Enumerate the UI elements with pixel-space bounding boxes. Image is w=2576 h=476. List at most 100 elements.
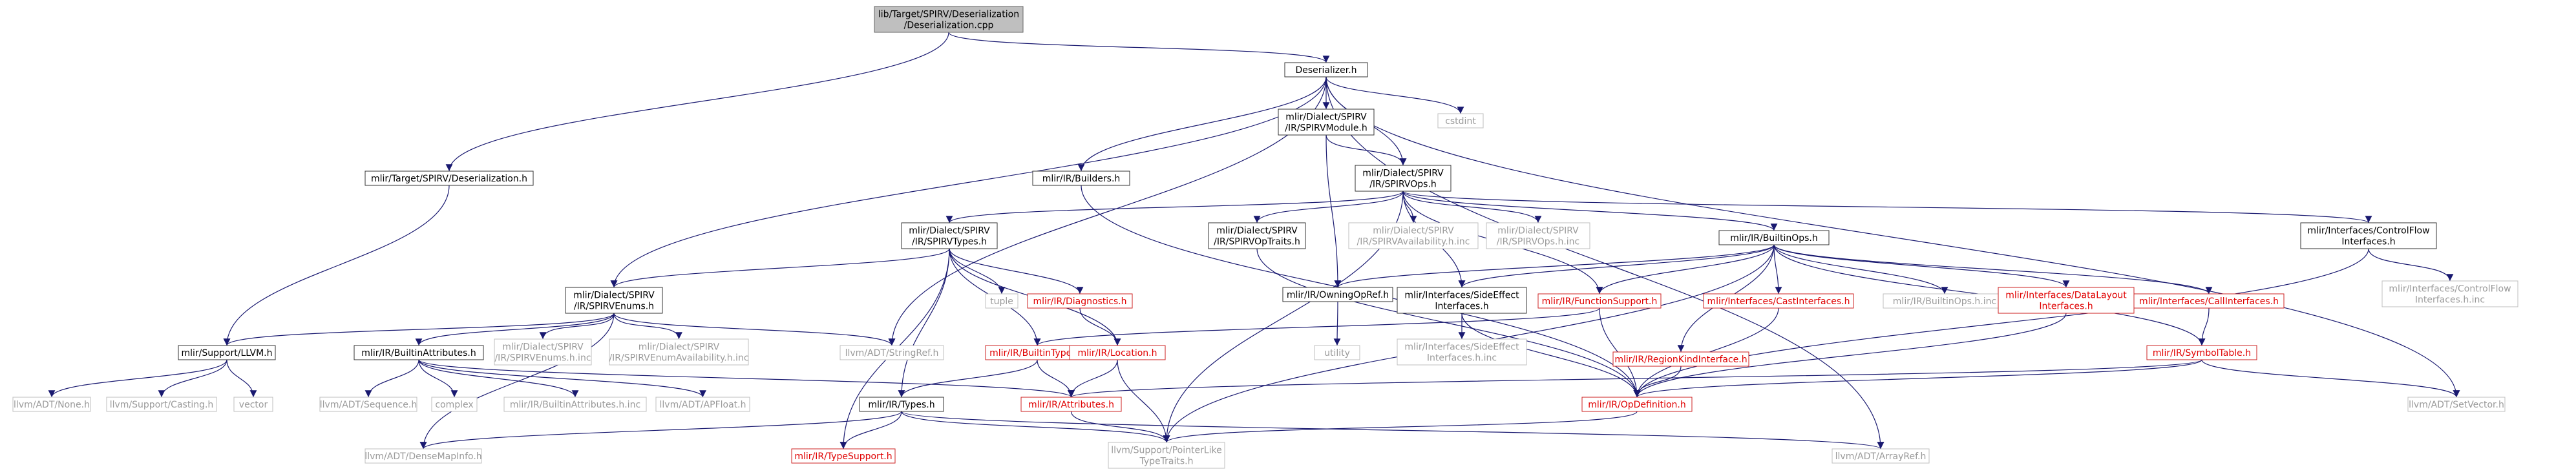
node-label-line: mlir/IR/Attributes.h [1028, 400, 1114, 410]
node-box [1284, 62, 1368, 78]
node-label-line: mlir/IR/BuiltinAttributes.h.inc [510, 400, 640, 410]
node-type-support[interactable]: mlir/IR/TypeSupport.h [791, 448, 896, 464]
edge-builtin_ops-to-cast_interfaces [1773, 244, 1782, 295]
node-label-line: mlir/IR/RegionKindInterface.h [1614, 355, 1747, 365]
node-builtin-ops[interactable]: mlir/IR/BuiltinOps.h [1718, 230, 1830, 245]
node-box [364, 171, 534, 186]
edge-spirv_types-to-ir_types [898, 248, 950, 398]
node-attributes[interactable]: mlir/IR/Attributes.h [1020, 397, 1122, 412]
node-box [1108, 442, 1225, 469]
node-box [354, 345, 484, 360]
node-box [1703, 293, 1854, 309]
node-box [1208, 222, 1306, 249]
node-builtin-types[interactable]: mlir/IR/BuiltinTypes.h [985, 345, 1090, 360]
node-label-line: mlir/IR/Types.h [868, 400, 934, 410]
node-support-llvm[interactable]: mlir/Support/LLVM.h [178, 345, 276, 360]
node-label-line: cstdint [1445, 116, 1476, 127]
node-label-line: mlir/Dialect/SPIRV [1285, 112, 1367, 123]
node-spirv-types[interactable]: mlir/Dialect/SPIRV/IR/SPIRVTypes.h [901, 222, 998, 249]
node-label-line: llvm/Support/Casting.h [110, 400, 214, 410]
node-box [2146, 345, 2257, 360]
node-label-line: vector [239, 400, 268, 410]
node-label-line: /Deserialization.cpp [904, 21, 994, 31]
node-label-line: llvm/ADT/StringRef.h [845, 348, 939, 358]
edge-spirv_ops-to-builtin_ops [1402, 191, 1778, 231]
node-label-line: mlir/IR/FunctionSupport.h [1542, 296, 1658, 307]
node-label-line: Interfaces.h [1435, 302, 1488, 312]
edge-call_interfaces-to-symbol_table [2198, 307, 2210, 346]
node-label-line: mlir/Interfaces/SideEffect [1404, 342, 1519, 353]
edge-root-to-target_deser [445, 32, 949, 172]
node-label-line: /IR/SPIRVOpTraits.h [1214, 237, 1300, 247]
node-symbol-table[interactable]: mlir/IR/SymbolTable.h [2146, 345, 2257, 360]
edge-symbol_table-to-op_definition [1633, 359, 2202, 398]
node-label-line: mlir/Support/LLVM.h [182, 348, 273, 358]
edge-spirv_ops-to-controlflow [1402, 191, 2372, 223]
node-cast-interfaces[interactable]: mlir/Interfaces/CastInterfaces.h [1703, 293, 1854, 309]
node-box [565, 287, 663, 314]
node-label-line: tuple [990, 296, 1013, 307]
node-owning-op-ref[interactable]: mlir/IR/OwningOpRef.h [1282, 287, 1393, 302]
graph-nodes: lib/Target/SPIRV/Deserialization/Deseria… [12, 6, 2518, 469]
edge-controlflow-to-op_definition [1633, 248, 2369, 398]
node-location[interactable]: mlir/IR/Location.h [1069, 345, 1166, 360]
node-deser-h[interactable]: Deserializer.h [1284, 62, 1368, 78]
node-label-line: mlir/IR/OpDefinition.h [1588, 400, 1685, 410]
node-builtin-attrs[interactable]: mlir/IR/BuiltinAttributes.h [354, 345, 484, 360]
node-label-line: Deserializer.h [1295, 65, 1357, 76]
node-label-line: mlir/Interfaces/DataLayout [2005, 291, 2127, 301]
node-target-deser[interactable]: mlir/Target/SPIRV/Deserialization.h [364, 171, 534, 186]
node-label-line: mlir/IR/SymbolTable.h [2153, 348, 2251, 358]
edge-builtin_attrs-to-apfloat [418, 359, 706, 398]
node-spirv-module[interactable]: mlir/Dialect/SPIRV/IR/SPIRVModule.h [1278, 109, 1375, 136]
node-label-line: mlir/IR/BuiltinTypes.h [989, 348, 1085, 358]
node-box [1397, 287, 1527, 314]
node-label-line: mlir/Dialect/SPIRV [1216, 226, 1298, 236]
node-label-line: mlir/Interfaces/CastInterfaces.h [1707, 296, 1850, 307]
node-label-line: /IR/SPIRVOps.h.inc [1497, 237, 1579, 247]
node-region-kind[interactable]: mlir/IR/RegionKindInterface.h [1612, 351, 1749, 367]
node-box [178, 345, 276, 360]
node-label-line: TypeTraits.h [1139, 457, 1194, 467]
node-box [494, 338, 592, 366]
node-box [1437, 113, 1484, 129]
node-diagnostics[interactable]: mlir/IR/Diagnostics.h [1027, 293, 1133, 309]
node-box [1069, 345, 1166, 360]
node-label-line: mlir/IR/BuiltinOps.h.inc [1893, 296, 1996, 307]
edge-op_definition-to-pointerlike [1163, 411, 1638, 443]
edge-spirv_enums-to-stringref [613, 313, 896, 346]
node-spirv-ops[interactable]: mlir/Dialect/SPIRV/IR/SPIRVOps.h [1355, 165, 1452, 192]
node-label-line: mlir/Dialect/SPIRV [909, 226, 990, 236]
node-label-line: mlir/Dialect/SPIRV [639, 342, 720, 353]
edge-deser_h-to-arrayref [1325, 76, 1884, 450]
node-ir-types[interactable]: mlir/IR/Types.h [859, 397, 944, 412]
node-box [233, 397, 273, 412]
edge-target_deser-to-support_llvm [223, 185, 450, 346]
node-spirv-avail-inc: mlir/Dialect/SPIRV/IR/SPIRVAvailability.… [1348, 222, 1479, 249]
node-call-interfaces[interactable]: mlir/Interfaces/CallInterfaces.h [2133, 293, 2285, 309]
node-builders[interactable]: mlir/IR/Builders.h [1032, 171, 1130, 186]
node-box [609, 338, 749, 366]
node-box [859, 397, 944, 412]
node-label-line: complex [435, 400, 473, 410]
node-op-definition[interactable]: mlir/IR/OpDefinition.h [1581, 397, 1693, 412]
node-label-line: mlir/Interfaces/SideEffect [1404, 291, 1519, 301]
node-root[interactable]: lib/Target/SPIRV/Deserialization/Deseria… [874, 6, 1024, 33]
edge-spirv_module-to-owning_op_ref [1325, 134, 1342, 288]
node-spirv-enums[interactable]: mlir/Dialect/SPIRV/IR/SPIRVEnums.h [565, 287, 663, 314]
node-box [985, 293, 1019, 309]
edge-ir_types-to-pointerlike [901, 411, 1170, 443]
node-label-line: /IR/SPIRVEnums.h.inc [494, 353, 591, 364]
node-label-line: /IR/SPIRVOps.h [1369, 180, 1437, 190]
node-label-line: mlir/Interfaces/ControlFlow [2307, 226, 2429, 236]
node-function-support[interactable]: mlir/IR/FunctionSupport.h [1537, 293, 1662, 309]
node-box [106, 397, 217, 412]
node-setvector: llvm/ADT/SetVector.h [2407, 397, 2506, 412]
node-label-line: mlir/IR/Location.h [1078, 348, 1157, 358]
edge-support_llvm-to-none_h [48, 359, 227, 398]
edge-spirv_ops-to-spirv_ops_inc [1402, 191, 1542, 223]
node-spirv-traits[interactable]: mlir/Dialect/SPIRV/IR/SPIRVOpTraits.h [1208, 222, 1306, 249]
